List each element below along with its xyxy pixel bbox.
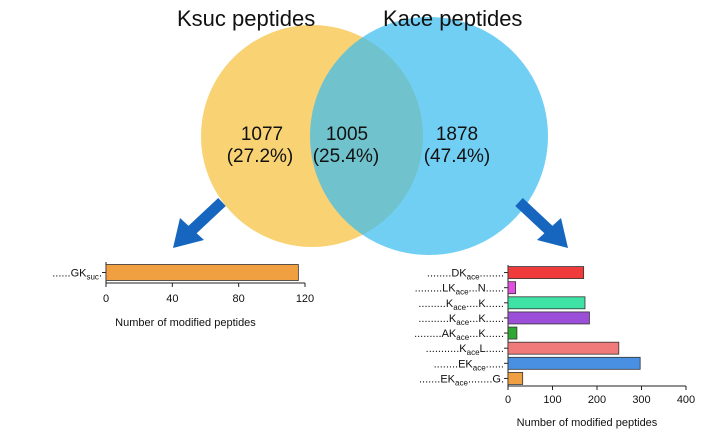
ksuc-motif-bar-chart: ......GKsuc.0 40 80 120 Number of modified p…: [52, 262, 314, 329]
bar: [105, 264, 299, 281]
category-label: .........AKace...K......: [414, 328, 504, 342]
kace-only-count: 1878: [436, 124, 478, 145]
kace-circle: [310, 17, 548, 255]
x-tick-label: 40: [166, 293, 178, 305]
bar: [507, 311, 590, 325]
arrow-right-icon: [515, 197, 568, 248]
bar: [507, 326, 518, 340]
x-tick-label: 300: [632, 394, 650, 406]
overlap-count: 1005: [326, 124, 368, 145]
ksuc-title: Ksuc peptides: [177, 6, 315, 31]
category-label: ........EKace......: [434, 358, 504, 372]
x-tick-label: 120: [296, 293, 314, 305]
category-label: .........Kace....K......: [418, 298, 504, 312]
bar: [507, 266, 585, 279]
bar: [507, 372, 524, 385]
x-tick-label: 0: [505, 394, 511, 406]
kace-only-pct: (47.4%): [424, 146, 491, 167]
category-label: ...........KaceL......: [426, 343, 504, 357]
bar: [507, 356, 641, 370]
x-tick-label: 200: [588, 394, 606, 406]
category-label: .......EKace........G.: [419, 373, 504, 387]
x-axis-label: Number of modified peptides: [517, 417, 658, 429]
category-label: ........DKace........: [427, 268, 504, 282]
category-label: ......GKsuc.: [52, 268, 102, 282]
ksuc-only-count: 1077: [241, 124, 283, 145]
bar: [507, 341, 620, 355]
overlap-pct: (25.4%): [313, 146, 380, 167]
ksuc-only-pct: (27.2%): [227, 146, 294, 167]
arrow-left-icon: [173, 197, 226, 248]
bar: [507, 296, 586, 310]
bar: [507, 281, 516, 295]
x-tick-label: 100: [543, 394, 561, 406]
category-label: .........LKace...N......: [415, 283, 504, 297]
x-axis-label: Number of modified peptides: [115, 317, 256, 329]
category-label: ..........Kace...K......: [418, 313, 504, 327]
x-tick-label: 400: [677, 394, 695, 406]
venn-diagram: Ksuc peptides Kace peptides 1077 (27.2%)…: [177, 6, 548, 255]
x-tick-label: 0: [103, 293, 109, 305]
kace-title: Kace peptides: [383, 6, 522, 31]
kace-motif-bar-chart: ........DKace.................LKace...N.…: [414, 265, 695, 429]
x-tick-label: 80: [233, 293, 245, 305]
